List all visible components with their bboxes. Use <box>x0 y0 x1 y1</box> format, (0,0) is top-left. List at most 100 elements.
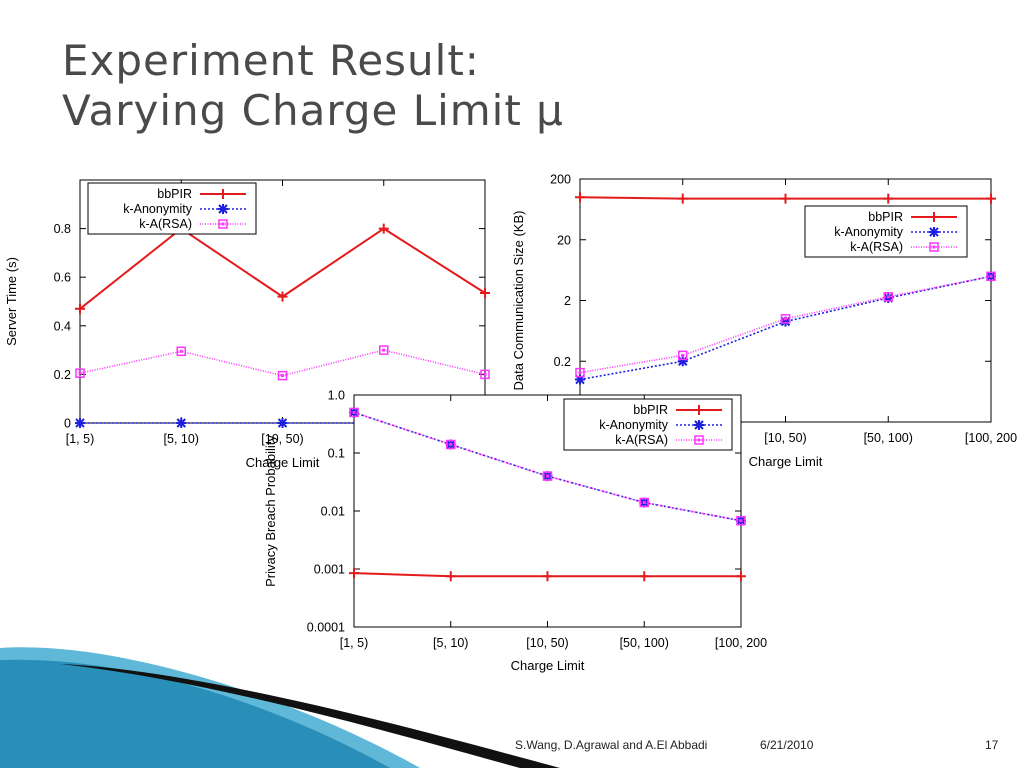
x-tick-label: [50, 100) <box>864 431 913 445</box>
series-line-k-a-rsa <box>353 411 742 522</box>
data-point-bbpir <box>883 193 894 204</box>
x-tick-label: [5, 10) <box>433 636 468 650</box>
y-tick-label: 0 <box>64 417 71 431</box>
data-point-k-a-rsa <box>480 369 490 380</box>
y-axis-label: Privacy Breach Probability <box>263 435 278 587</box>
data-point-k-anonymity <box>575 374 585 385</box>
x-axis-label: Charge Limit <box>749 454 823 469</box>
series-k-a-rsa <box>575 271 996 378</box>
y-tick-label: 0.8 <box>54 222 71 236</box>
data-point-k-anonymity <box>677 356 688 367</box>
data-point-k-a-rsa <box>575 367 585 378</box>
data-point-bbpir <box>986 193 996 204</box>
footer-authors: S.Wang, D.Agrawal and A.El Abbadi <box>515 738 708 752</box>
title-line-1: Experiment Result: <box>62 36 480 85</box>
x-tick-label: [50, 100) <box>620 636 669 650</box>
y-tick-label: 1.0 <box>328 389 345 403</box>
legend-label-k-anonymity: k-Anonymity <box>123 202 193 216</box>
data-point-k-a-rsa <box>883 292 893 302</box>
data-point-k-a-rsa <box>542 471 553 481</box>
y-tick-label: 0.001 <box>314 563 345 577</box>
footer-date: 6/21/2010 <box>760 738 814 752</box>
data-point-k-a-rsa <box>446 439 456 450</box>
data-point-bbpir <box>480 287 490 298</box>
x-tick-label: [1, 5) <box>340 636 369 650</box>
legend-marker-k-anonymity <box>218 204 228 214</box>
data-point-bbpir <box>277 291 288 302</box>
x-tick-label: [100, 200 <box>965 431 1017 445</box>
data-point-k-a-rsa <box>639 497 649 508</box>
privacy-breach-chart: 0.0001 0.001 0.01 0.1 1.0 [1, 5) [5, 10) [10, 5… <box>263 389 767 674</box>
legend-label-bbpir: bbPIR <box>868 210 903 224</box>
data-point-k-a-rsa <box>277 370 288 381</box>
series-bbpir <box>575 192 996 204</box>
series-k-a-rsa <box>349 407 746 526</box>
data-point-bbpir <box>677 193 688 204</box>
y-axis-label: Server Time (s) <box>4 257 19 346</box>
footer-page-number: 17 <box>985 738 999 752</box>
series-bbpir <box>349 568 746 582</box>
legend-marker-k-anonymity <box>929 227 939 237</box>
title-line-2: Varying Charge Limit μ <box>62 86 564 135</box>
data-point-k-a-rsa <box>736 515 746 526</box>
legend-label-k-a-rsa: k-A(RSA) <box>850 240 903 254</box>
x-tick-label: [10, 50) <box>526 636 568 650</box>
data-point-k-a-rsa <box>678 350 688 361</box>
data-point-bbpir <box>75 303 85 314</box>
legend-label-k-anonymity: k-Anonymity <box>834 225 904 239</box>
y-tick-label: 0.2 <box>554 355 571 369</box>
legend-marker-k-a-rsa <box>929 242 939 252</box>
y-axis-label: Data Communication Size (KB) <box>511 211 526 391</box>
legend-marker-k-a-rsa <box>694 435 704 445</box>
data-point-k-a-rsa <box>780 314 791 324</box>
slide-title: Experiment Result: Varying Charge Limit … <box>62 36 564 136</box>
data-point-bbpir <box>542 571 553 582</box>
legend-marker-bbpir <box>694 405 704 415</box>
x-tick-label: [1, 5) <box>66 432 95 446</box>
x-tick-label: [10, 50) <box>261 432 303 446</box>
series-line-k-anonymity <box>579 275 992 381</box>
data-point-k-a-rsa <box>75 368 85 378</box>
legend-label-bbpir: bbPIR <box>633 403 668 417</box>
y-tick-label: 0.0001 <box>307 621 345 635</box>
data-point-bbpir <box>736 571 746 582</box>
data-point-k-anonymity <box>780 316 791 327</box>
x-axis-label: Charge Limit <box>246 455 320 470</box>
data-point-bbpir <box>378 223 389 234</box>
legend-label-k-anonymity: k-Anonymity <box>599 418 669 432</box>
x-tick-label: [5, 10) <box>164 432 199 446</box>
data-point-bbpir <box>349 568 359 579</box>
data-point-bbpir <box>639 571 650 582</box>
y-tick-label: 2 <box>564 294 571 308</box>
legend-label-bbpir: bbPIR <box>157 187 192 201</box>
data-point-k-anonymity <box>176 418 187 428</box>
y-tick-label: 0.01 <box>321 505 345 519</box>
legend-marker-bbpir <box>218 189 228 199</box>
legend-marker-bbpir <box>929 212 939 222</box>
legend-label-k-a-rsa: k-A(RSA) <box>139 217 192 231</box>
y-tick-label: 0.2 <box>54 368 71 382</box>
series-k-a-rsa <box>75 345 490 381</box>
series-line-k-anonymity <box>353 411 742 522</box>
y-tick-label: 0.1 <box>328 447 345 461</box>
data-point-k-a-rsa <box>176 346 186 357</box>
data-point-k-anonymity <box>75 418 85 428</box>
data-point-bbpir <box>780 193 791 204</box>
y-tick-label: 0.4 <box>54 319 71 333</box>
x-axis-label: Charge Limit <box>511 658 585 673</box>
legend-marker-k-anonymity <box>694 420 704 430</box>
x-tick-label: [100, 200 <box>715 636 767 650</box>
legend-label-k-a-rsa: k-A(RSA) <box>615 433 668 447</box>
x-tick-label: [10, 50) <box>764 431 806 445</box>
y-tick-label: 200 <box>550 173 571 187</box>
data-point-k-a-rsa <box>986 271 996 282</box>
data-point-bbpir <box>575 192 585 203</box>
data-point-bbpir <box>445 571 456 582</box>
data-point-k-a-rsa <box>349 407 359 418</box>
data-point-k-anonymity <box>277 418 288 428</box>
